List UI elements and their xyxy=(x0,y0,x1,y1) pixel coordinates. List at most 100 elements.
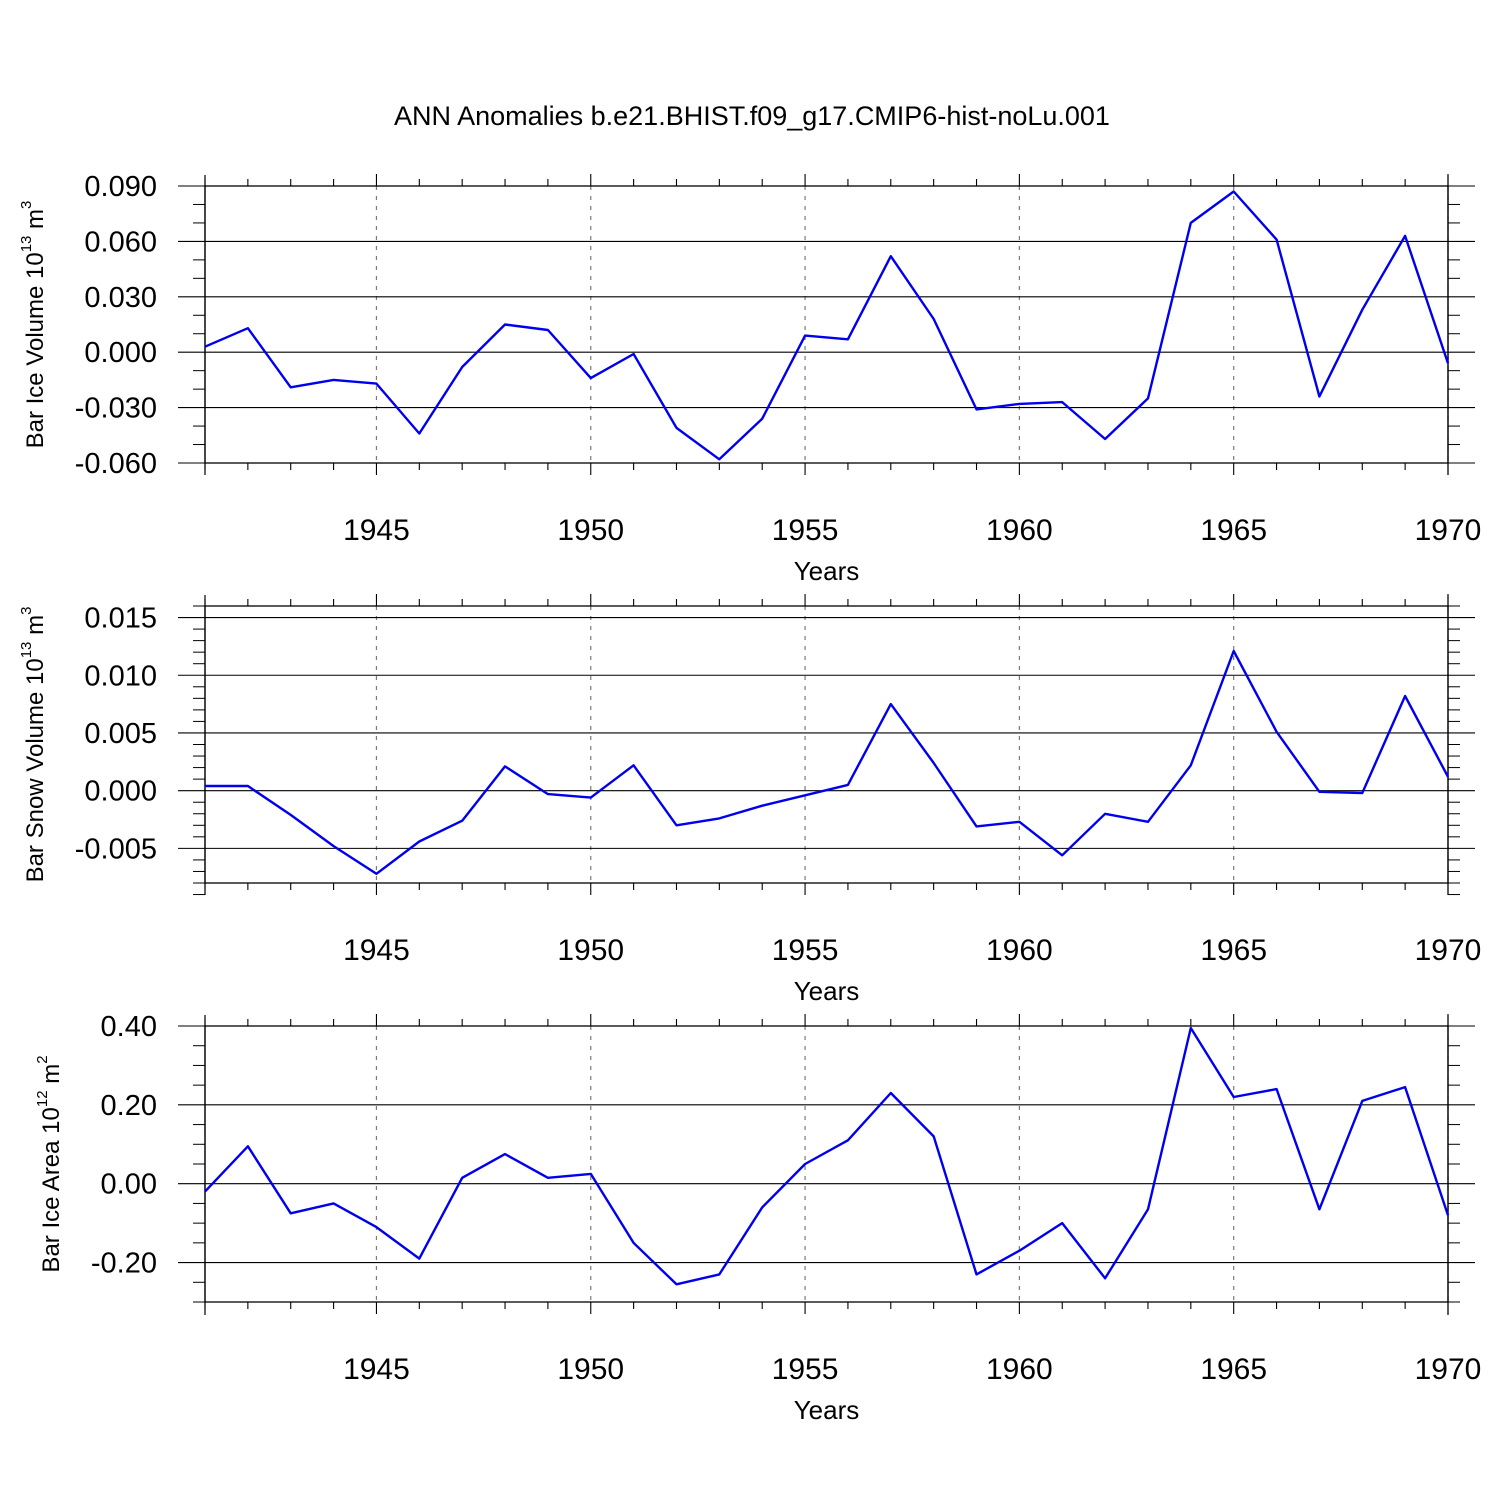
panel-1: -0.060 -0.030 0.000 0.030 0.060 0.090 1945 1950… xyxy=(18,171,1481,586)
y-tick-label: 0.20 xyxy=(101,1090,157,1122)
series-line xyxy=(204,1026,1450,1286)
data-point xyxy=(1103,812,1107,816)
data-point xyxy=(674,823,678,827)
data-point xyxy=(674,426,678,430)
data-point xyxy=(417,431,421,435)
y-tick-label: -0.005 xyxy=(75,833,157,865)
data-point xyxy=(374,1225,378,1229)
x-axis-label: Years xyxy=(794,556,860,586)
x-tick-label: 1970 xyxy=(1415,514,1482,547)
data-point xyxy=(589,796,593,800)
x-tick-label: 1970 xyxy=(1415,1353,1482,1386)
data-point xyxy=(246,784,250,788)
panel-3: -0.20 0.00 0.20 0.40 1945 1950 1955 1960 1965 197… xyxy=(34,1011,1481,1425)
x-tick-label: 1950 xyxy=(557,1353,624,1386)
data-point xyxy=(889,702,893,706)
data-point xyxy=(975,1272,979,1276)
data-point xyxy=(1017,402,1021,406)
y-tick-label: 0.00 xyxy=(101,1169,157,1201)
y-tick-label: 0.005 xyxy=(84,718,157,750)
data-point xyxy=(1189,1026,1193,1030)
data-point xyxy=(1446,361,1450,365)
data-point xyxy=(632,1241,636,1245)
data-point xyxy=(1017,1249,1021,1253)
data-point xyxy=(546,1176,550,1180)
data-point xyxy=(1232,649,1236,653)
data-point xyxy=(546,328,550,332)
y-tick-label: 0.000 xyxy=(84,337,157,369)
data-point xyxy=(760,804,764,808)
data-point xyxy=(632,352,636,356)
data-point xyxy=(1403,1085,1407,1089)
data-point xyxy=(203,345,207,349)
data-point xyxy=(589,376,593,380)
data-point xyxy=(460,819,464,823)
data-point xyxy=(1146,1207,1150,1211)
y-axis-label: Bar Ice Volume 1013 m3 xyxy=(18,201,49,449)
data-point xyxy=(1317,395,1321,399)
data-point xyxy=(846,1138,850,1142)
data-point xyxy=(589,1172,593,1176)
x-tick-label: 1965 xyxy=(1200,1353,1267,1386)
data-point xyxy=(803,1162,807,1166)
x-tick-label: 1945 xyxy=(343,1353,410,1386)
data-point xyxy=(374,872,378,876)
data-point xyxy=(1360,1099,1364,1103)
data-point xyxy=(1232,190,1236,194)
x-axis-label: Years xyxy=(794,976,860,1006)
data-point xyxy=(503,1152,507,1156)
data-point xyxy=(760,1205,764,1209)
data-point xyxy=(1446,1213,1450,1217)
data-point xyxy=(932,1134,936,1138)
series-line xyxy=(204,190,1450,461)
data-point xyxy=(1275,730,1279,734)
data-point xyxy=(289,813,293,817)
x-tick-label: 1955 xyxy=(772,1353,839,1386)
data-point xyxy=(503,764,507,768)
x-tick-label: 1955 xyxy=(772,934,839,967)
plot-frame xyxy=(204,1025,1449,1303)
data-point xyxy=(417,1257,421,1261)
data-point xyxy=(975,824,979,828)
x-tick-label: 1965 xyxy=(1200,514,1267,547)
x-tick-label: 1945 xyxy=(343,934,410,967)
data-point xyxy=(1060,1221,1064,1225)
data-point xyxy=(203,784,207,788)
data-point xyxy=(1317,1207,1321,1211)
data-point xyxy=(289,1211,293,1215)
data-point xyxy=(1189,221,1193,225)
data-point xyxy=(1146,396,1150,400)
y-tick-label: 0.40 xyxy=(101,1011,157,1043)
data-point xyxy=(717,457,721,461)
data-point xyxy=(246,1144,250,1148)
plot-frame xyxy=(204,185,1449,464)
data-point xyxy=(289,385,293,389)
data-point xyxy=(1103,1276,1107,1280)
series-line xyxy=(205,649,1450,875)
plot-frame xyxy=(204,605,1449,884)
data-point xyxy=(1017,820,1021,824)
data-point xyxy=(932,317,936,321)
data-point xyxy=(760,417,764,421)
data-point xyxy=(246,326,250,330)
data-point xyxy=(1360,308,1364,312)
x-tick-label: 1950 xyxy=(557,934,624,967)
panels: -0.060 -0.030 0.000 0.030 0.060 0.090 1945 1950… xyxy=(18,171,1481,1425)
y-tick-label: -0.060 xyxy=(75,448,157,480)
data-point xyxy=(417,839,421,843)
data-point xyxy=(717,816,721,820)
data-point xyxy=(1189,763,1193,767)
x-tick-label: 1960 xyxy=(986,1353,1053,1386)
y-axis-label: Bar Snow Volume 1013 m3 xyxy=(18,607,49,883)
data-point xyxy=(632,763,636,767)
y-tick-label: 0.060 xyxy=(84,226,157,258)
x-axis-label: Years xyxy=(794,1395,860,1425)
data-point xyxy=(889,1091,893,1095)
data-point xyxy=(1360,791,1364,795)
x-tick-label: 1945 xyxy=(343,514,410,547)
data-point xyxy=(803,334,807,338)
data-point xyxy=(717,1272,721,1276)
data-point xyxy=(332,1201,336,1205)
data-point xyxy=(546,792,550,796)
